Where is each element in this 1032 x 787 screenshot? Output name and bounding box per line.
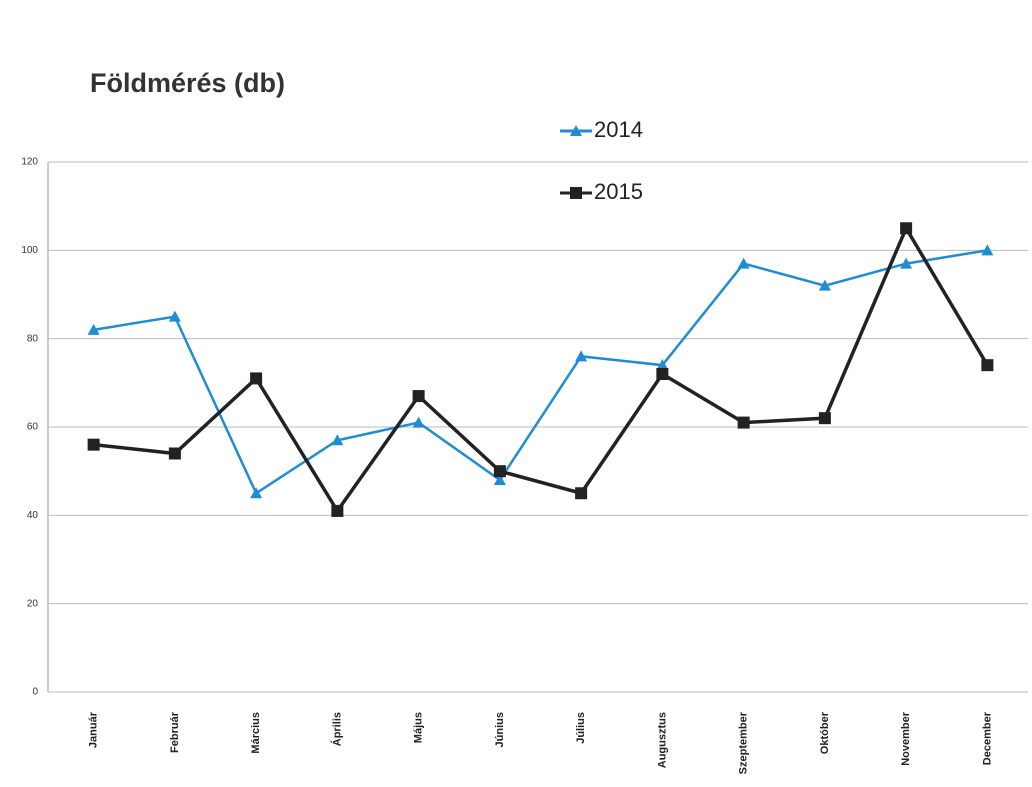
x-tick-label: Február — [169, 711, 181, 753]
data-point — [981, 244, 994, 256]
data-point — [87, 438, 100, 451]
data-point — [656, 359, 669, 371]
chart-title: Földmérés (db) — [90, 68, 285, 98]
x-tick-label: Március — [250, 712, 262, 754]
data-point — [575, 350, 588, 362]
data-point — [818, 412, 831, 425]
x-tick-label: Május — [413, 712, 425, 743]
data-point — [250, 372, 263, 385]
y-tick-label: 20 — [27, 598, 39, 609]
data-point — [250, 487, 263, 499]
x-tick-label: Július — [575, 712, 587, 744]
legend-label: 2015 — [594, 179, 643, 204]
data-point — [656, 368, 669, 380]
data-point — [575, 487, 588, 500]
series-line — [93, 224, 989, 515]
series-line — [93, 249, 988, 496]
y-tick-label: 100 — [21, 245, 38, 256]
y-tick-label: 40 — [27, 510, 39, 521]
y-tick-label: 80 — [27, 333, 39, 344]
data-point — [900, 257, 913, 269]
data-point — [737, 416, 750, 429]
data-point — [493, 465, 506, 478]
data-point — [818, 279, 831, 291]
y-tick-label: 120 — [21, 157, 38, 168]
data-point — [981, 359, 994, 372]
x-tick-label: Augusztus — [656, 712, 668, 768]
data-point — [168, 310, 181, 322]
x-tick-label: Április — [330, 712, 343, 746]
data-point — [331, 504, 344, 517]
data-point — [87, 323, 100, 335]
x-tick-label: November — [900, 711, 912, 766]
y-tick-label: 60 — [27, 422, 39, 433]
data-point — [493, 474, 506, 485]
legend-label: 2014 — [594, 117, 643, 142]
data-point — [412, 390, 425, 403]
legend-marker — [570, 125, 582, 136]
x-tick-label: Június — [494, 712, 506, 747]
data-point — [412, 416, 425, 428]
data-point — [737, 257, 750, 269]
x-tick-label: Január — [88, 711, 100, 748]
x-tick-label: Szeptember — [738, 711, 750, 774]
x-tick-label: December — [981, 711, 993, 765]
data-point — [331, 434, 344, 446]
legend-marker — [570, 187, 582, 199]
data-point — [900, 222, 913, 235]
data-point — [168, 447, 181, 460]
y-tick-label: 0 — [32, 687, 38, 698]
x-tick-label: Október — [819, 711, 831, 754]
